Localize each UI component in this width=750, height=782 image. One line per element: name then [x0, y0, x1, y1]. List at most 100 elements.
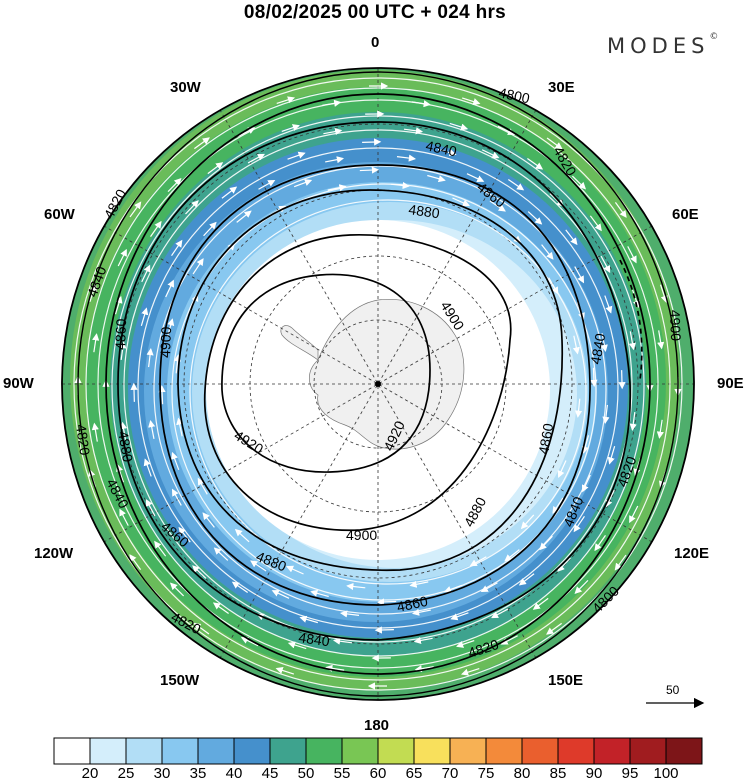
lon-label-30w: 30W: [170, 79, 201, 96]
wind-arrow: [480, 582, 498, 593]
wind-arrow: [548, 277, 559, 295]
colorbar-tick-label: 25: [117, 765, 135, 782]
wind-arrow: [185, 200, 199, 215]
wind-arrow: [437, 148, 457, 157]
wind-arrow: [362, 138, 382, 146]
wind-arrow: [629, 505, 639, 524]
wind-arrow: [247, 153, 266, 164]
contour-label: 4900: [157, 326, 174, 358]
wind-arrow: [146, 347, 154, 368]
wind-arrow: [632, 289, 640, 308]
wind-arrow: [332, 637, 353, 645]
lon-label-90w: 90W: [3, 375, 34, 392]
wind-arrow: [197, 477, 208, 495]
wind-arrow: [299, 615, 319, 624]
lon-label-30e: 30E: [548, 79, 575, 96]
wind-arrow: [129, 554, 142, 570]
wind-arrow: [466, 173, 485, 183]
wind-arrow: [325, 156, 345, 164]
wind-arrow: [449, 122, 469, 131]
wind-arrow: [552, 497, 564, 514]
wind-arrow: [414, 665, 434, 673]
wind-arrow: [192, 258, 204, 275]
wind-arrow: [236, 210, 252, 223]
wind-arrow: [574, 398, 583, 418]
lon-label-60e: 60E: [672, 206, 699, 223]
wind-arrow: [116, 464, 124, 483]
wind-speed-colorbar: [53, 737, 703, 765]
colorbar-swatch: [629, 737, 667, 765]
wind-arrow: [489, 200, 506, 212]
wind-arrow: [141, 264, 151, 283]
wind-arrow: [327, 184, 347, 192]
colorbar-tick-label: 100: [653, 765, 679, 782]
colorbar-swatch: [665, 737, 703, 765]
wind-arrow: [114, 295, 123, 315]
colorbar-tick-label: 80: [513, 765, 531, 782]
wind-arrow: [129, 201, 142, 218]
wind-arrow: [396, 154, 417, 162]
wind-arrow: [193, 622, 210, 635]
wind-arrow: [171, 451, 180, 471]
wind-arrow: [150, 220, 162, 237]
wind-arrow: [572, 335, 580, 355]
wind-arrow: [176, 417, 184, 437]
wind-arrow: [165, 279, 175, 298]
contour-label: 4900: [346, 527, 377, 543]
wind-arrow: [627, 246, 637, 264]
colorbar-tick-label: 30: [153, 765, 171, 782]
wind-arrow: [427, 174, 446, 183]
wind-arrow: [508, 179, 525, 191]
wind-arrow: [178, 526, 191, 543]
colorbar-swatch: [53, 737, 91, 765]
wind-arrow: [119, 508, 129, 526]
colorbar-swatch: [557, 737, 595, 765]
polar-map: 4800 4820 4840 4860 4880 4900 4840 4860 …: [61, 67, 695, 701]
contour-label: 4860: [112, 318, 129, 350]
wind-arrow: [346, 582, 366, 591]
wind-arrow: [376, 598, 397, 606]
wind-arrow: [500, 635, 518, 645]
wind-arrow: [287, 641, 307, 650]
colorbar-swatch: [413, 737, 451, 765]
contour-label: 4800: [497, 84, 531, 106]
wind-arrow: [119, 340, 127, 361]
south-pole-marker: [375, 381, 381, 387]
wind-arrow: [589, 215, 602, 232]
wind-arrow: [234, 528, 250, 543]
wind-arrow: [194, 137, 210, 150]
wind-arrow: [275, 666, 295, 675]
wind-arrow: [581, 435, 590, 454]
wind-arrow: [565, 229, 578, 246]
wind-arrow: [140, 307, 149, 327]
wind-arrow: [143, 458, 152, 477]
contour-label: 4880: [408, 201, 441, 221]
wind-arrow: [212, 602, 229, 614]
colorbar-tick-label: 75: [477, 765, 495, 782]
wind-arrow: [532, 597, 549, 610]
wind-arrow: [539, 535, 553, 551]
wind-arrow: [207, 162, 224, 175]
wind-arrow: [158, 384, 166, 405]
wind-arrow: [120, 421, 128, 441]
wind-arrow: [91, 422, 99, 442]
wind-arrow: [213, 547, 229, 561]
map-title: 08/02/2025 00 UTC + 024 hrs: [243, 2, 507, 23]
wind-arrow: [409, 580, 429, 588]
wind-arrow: [169, 582, 185, 597]
contour-label: 4880: [115, 430, 136, 464]
wind-arrow: [203, 221, 217, 237]
wind-arrow: [450, 612, 469, 621]
wind-arrow: [581, 474, 591, 493]
wind-arrow: [604, 295, 613, 314]
colorbar-swatch: [449, 737, 487, 765]
lon-label-150w: 150W: [160, 672, 200, 689]
wind-arrow: [117, 248, 127, 267]
wind-arrow: [546, 137, 563, 150]
wind-arrow: [145, 498, 156, 517]
wind-arrow: [325, 664, 345, 672]
wind-arrow: [173, 354, 182, 374]
colorbar-tick-label: 45: [261, 765, 279, 782]
wind-arrow: [557, 460, 567, 478]
colorbar-tick-label: 55: [333, 765, 351, 782]
